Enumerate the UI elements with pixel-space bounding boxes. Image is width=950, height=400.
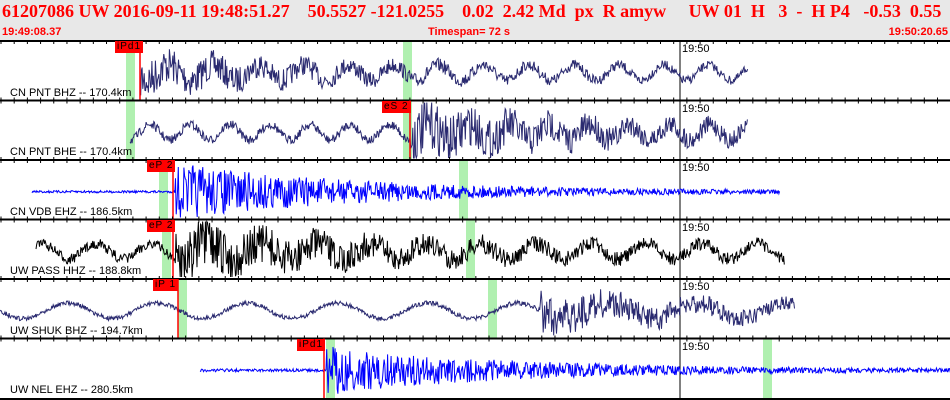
channel-label: UW PASS HHZ -- 188.8km [10, 265, 142, 277]
channel-label: UW NEL EHZ -- 280.5km [10, 384, 134, 396]
minute-label: 19:50 [682, 162, 710, 174]
pick-window [763, 339, 772, 398]
pick-flag[interactable]: eS 2 [382, 100, 411, 113]
seismogram-trace [31, 165, 781, 218]
pick-window [403, 42, 412, 101]
minute-label: 19:50 [682, 102, 710, 115]
pick-window [126, 101, 135, 160]
seismogram-trace [139, 49, 749, 96]
seismogram-trace [129, 102, 748, 160]
end-time: 19:50:20.65 [888, 26, 948, 38]
pick-window [403, 101, 412, 160]
minute-label: 19:50 [682, 340, 710, 353]
minute-label: 19:50 [682, 221, 710, 234]
event-summary: 61207086 UW 2016-09-11 19:48:51.27 50.55… [2, 1, 942, 21]
channel-label: CN VDB EHZ -- 186.5km [10, 205, 133, 218]
pick-window [159, 161, 168, 220]
channel-label: UW SHUK BHZ -- 194.7km [10, 324, 143, 337]
start-time: 19:49:08.37 [2, 26, 62, 38]
channel-label: CN PNT BHE -- 170.4km [10, 146, 133, 158]
pick-flag[interactable]: iP 1 [153, 279, 179, 291]
timespan: Timespan= 72 s [428, 26, 511, 38]
minute-label: 19:50 [682, 43, 710, 55]
event-header: 61207086 UW 2016-09-11 19:48:51.27 50.55… [0, 0, 950, 40]
waveform-panels[interactable] [0, 40, 950, 400]
pick-window [126, 42, 135, 101]
channel-label: CN PNT BHZ -- 170.4km [10, 86, 132, 99]
pick-window [178, 280, 187, 339]
pick-flag[interactable]: iPd1 [297, 338, 326, 351]
seismogram-trace [0, 289, 795, 336]
pick-flag[interactable]: eP 2 [147, 160, 176, 172]
pick-flag[interactable]: iPd1 [115, 41, 144, 53]
seismogram-trace [35, 220, 785, 278]
seismogram-trace [199, 346, 950, 394]
minute-label: 19:50 [682, 281, 710, 293]
pick-flag[interactable]: eP 2 [147, 219, 176, 232]
pick-window [488, 280, 497, 339]
